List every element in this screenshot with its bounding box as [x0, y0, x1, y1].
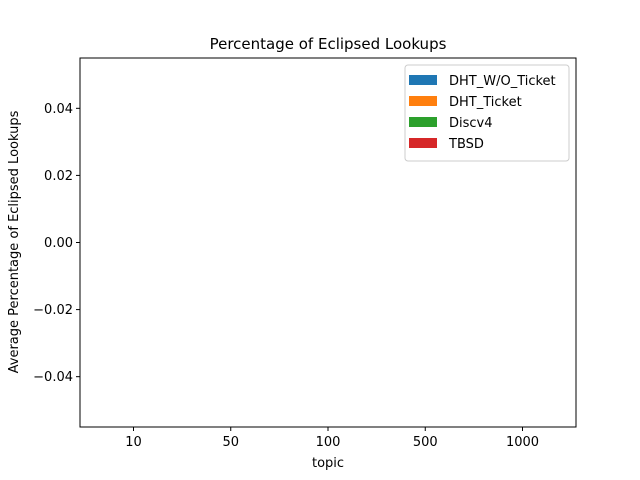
x-tick-label: 10	[125, 435, 142, 450]
y-tick-label: 0.02	[44, 169, 73, 184]
y-axis: −0.04 −0.02 0.00 0.02 0.04	[33, 102, 80, 385]
legend-label: DHT_W/O_Ticket	[449, 74, 556, 89]
y-tick-label: −0.04	[33, 370, 73, 385]
x-tick-label: 500	[413, 435, 438, 450]
legend: DHT_W/O_Ticket DHT_Ticket Discv4 TBSD	[404, 64, 570, 162]
legend-swatch	[409, 138, 437, 148]
x-tick-label: 1000	[506, 435, 539, 450]
x-tick-label: 50	[222, 435, 239, 450]
y-tick-label: −0.02	[33, 303, 73, 318]
chart-title: Percentage of Eclipsed Lookups	[210, 35, 447, 53]
x-axis-label: topic	[312, 456, 344, 471]
x-axis: 10 50 100 500 1000	[125, 427, 539, 450]
legend-swatch	[409, 117, 437, 127]
x-tick-label: 100	[316, 435, 341, 450]
legend-swatch	[409, 75, 437, 85]
y-tick-label: 0.04	[44, 102, 73, 117]
legend-swatch	[409, 96, 437, 106]
legend-label: DHT_Ticket	[449, 95, 522, 110]
y-tick-label: 0.00	[44, 236, 73, 251]
legend-label: TBSD	[448, 137, 484, 152]
legend-label: Discv4	[449, 116, 493, 131]
legend-box	[404, 64, 570, 162]
y-axis-label: Average Percentage of Eclipsed Lookups	[7, 110, 22, 373]
